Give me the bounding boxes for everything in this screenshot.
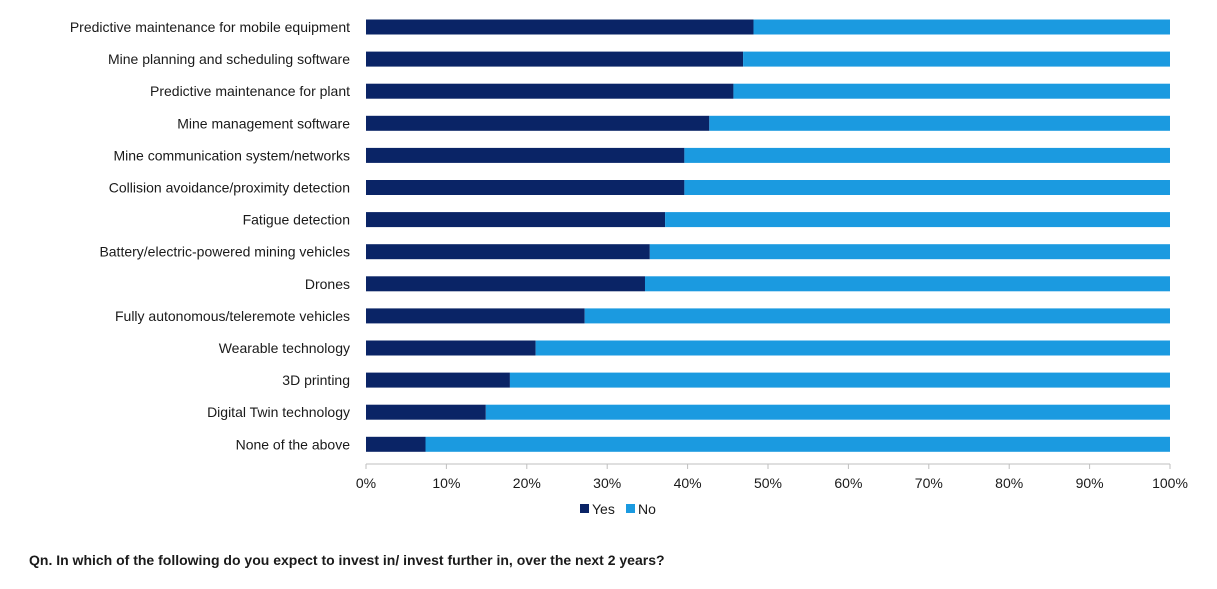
bar-segment-yes: [366, 244, 650, 260]
category-label: Predictive maintenance for mobile equipm…: [70, 19, 350, 35]
category-label: Mine communication system/networks: [113, 147, 350, 163]
bar-segment-no: [733, 83, 1170, 99]
category-label: Predictive maintenance for plant: [150, 83, 350, 99]
x-tick-label: 60%: [834, 475, 862, 491]
x-tick-label: 20%: [513, 475, 541, 491]
stacked-bar-chart: Predictive maintenance for mobile equipm…: [70, 19, 1188, 517]
category-labels: Predictive maintenance for mobile equipm…: [70, 19, 350, 452]
category-label: Mine planning and scheduling software: [108, 51, 350, 67]
x-tick-label: 70%: [915, 475, 943, 491]
x-tick-label: 10%: [432, 475, 460, 491]
chart-container: Predictive maintenance for mobile equipm…: [70, 19, 1188, 517]
legend-label-yes: Yes: [592, 501, 615, 517]
category-label: Digital Twin technology: [207, 404, 350, 420]
bar-segment-yes: [366, 212, 666, 228]
category-label: Drones: [305, 276, 350, 292]
bar-segment-yes: [366, 404, 486, 420]
bar-segment-no: [535, 340, 1170, 356]
bar-segment-yes: [366, 115, 710, 131]
x-tick-label: 30%: [593, 475, 621, 491]
bar-segment-no: [753, 19, 1170, 35]
x-tick-label: 0%: [356, 475, 376, 491]
bar-segment-no: [649, 244, 1170, 260]
category-label: 3D printing: [282, 372, 350, 388]
x-tick-label: 80%: [995, 475, 1023, 491]
bar-segment-yes: [366, 83, 734, 99]
question-footnote: Qn. In which of the following do you exp…: [29, 552, 665, 568]
bar-segment-yes: [366, 19, 754, 35]
x-tick-label: 90%: [1076, 475, 1104, 491]
category-label: Fully autonomous/teleremote vehicles: [115, 308, 350, 324]
x-tick-label: 40%: [674, 475, 702, 491]
category-label: None of the above: [236, 436, 351, 452]
bar-segment-no: [684, 147, 1170, 163]
legend-swatch-no: [626, 504, 635, 513]
bar-segment-no: [485, 404, 1170, 420]
bar-segment-no: [665, 212, 1170, 228]
legend-swatch-yes: [580, 504, 589, 513]
bar-segment-yes: [366, 340, 536, 356]
bar-segment-yes: [366, 51, 744, 67]
bar-segment-yes: [366, 372, 510, 388]
bar-segment-no: [584, 308, 1170, 324]
bar-segment-no: [644, 276, 1170, 292]
bar-segment-no: [509, 372, 1170, 388]
bar-segment-yes: [366, 180, 685, 195]
x-tick-label: 50%: [754, 475, 782, 491]
legend-label-no: No: [638, 501, 656, 517]
category-label: Mine management software: [177, 115, 350, 131]
bar-segment-yes: [366, 436, 426, 452]
bar-segment-yes: [366, 308, 585, 324]
legend: Yes No: [580, 501, 656, 517]
bar-series: [366, 19, 1170, 452]
category-label: Battery/electric-powered mining vehicles: [99, 244, 350, 260]
bar-segment-no: [425, 436, 1170, 452]
bar-segment-no: [743, 51, 1170, 67]
x-tick-label: 100%: [1152, 475, 1188, 491]
category-label: Wearable technology: [219, 340, 350, 356]
bar-segment-no: [709, 115, 1170, 131]
bar-segment-no: [684, 180, 1170, 195]
category-label: Fatigue detection: [243, 212, 350, 228]
category-label: Collision avoidance/proximity detection: [109, 180, 350, 196]
bar-segment-yes: [366, 147, 685, 163]
bar-segment-yes: [366, 276, 645, 292]
